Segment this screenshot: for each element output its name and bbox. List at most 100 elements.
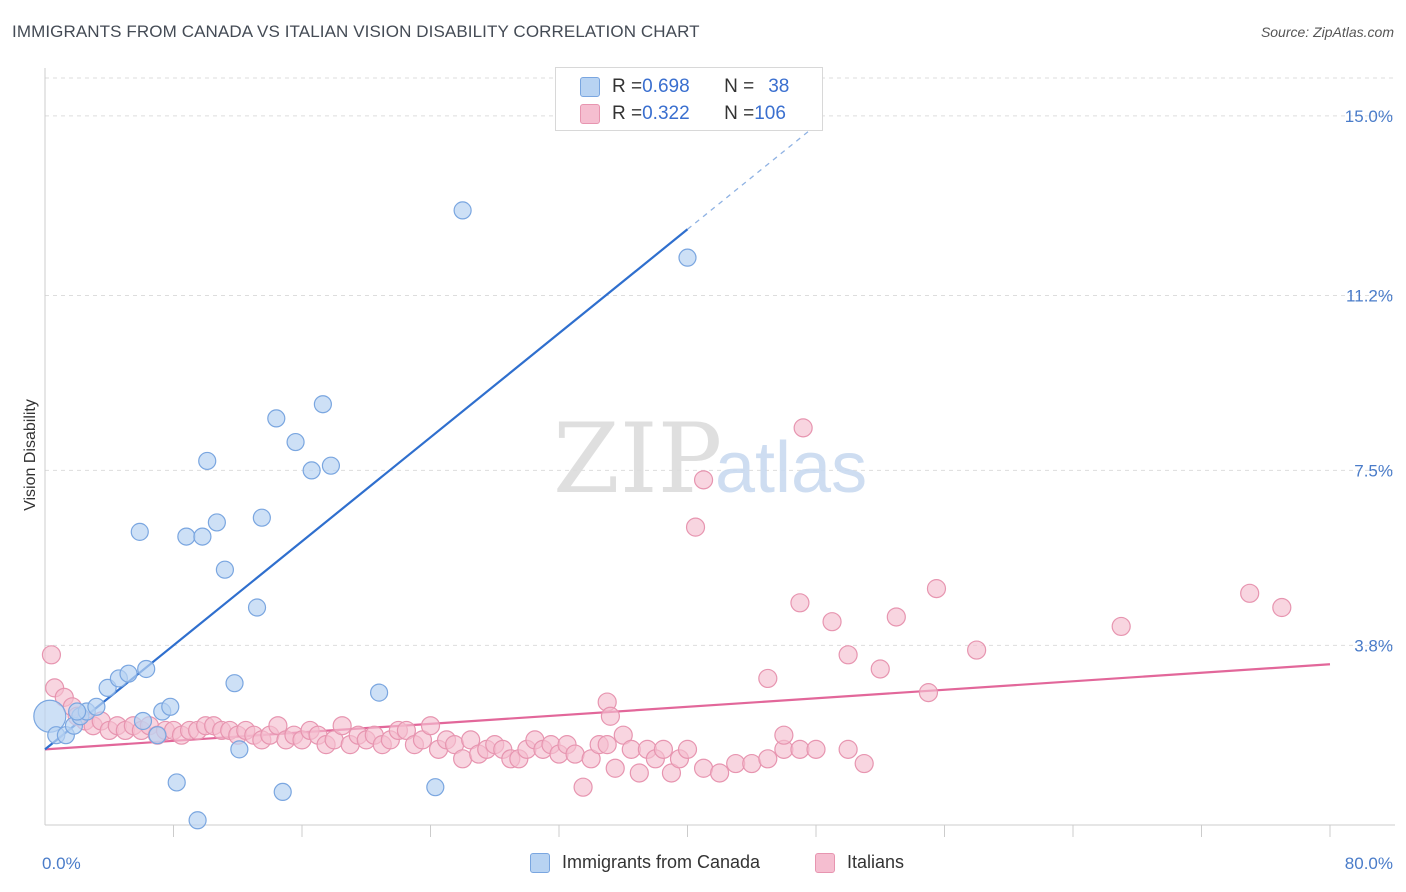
legend-r-value: 0.322 xyxy=(642,103,690,124)
canada-point xyxy=(87,697,106,716)
italians-point xyxy=(693,758,714,778)
italians-point xyxy=(774,725,794,745)
italians-point xyxy=(597,735,617,755)
canada-point xyxy=(188,811,207,830)
canada-point xyxy=(193,527,212,546)
canada-point xyxy=(130,522,149,541)
legend-r-label: R = xyxy=(612,76,643,97)
canada-point xyxy=(161,697,180,716)
canada-legend-swatch xyxy=(530,852,550,873)
italians-swatch xyxy=(580,104,600,124)
italians-point xyxy=(838,739,858,759)
legend-item-label: Italians xyxy=(847,852,905,872)
canada-point xyxy=(252,508,271,527)
canada-point xyxy=(119,664,138,683)
italians-point xyxy=(790,593,810,613)
canada-point xyxy=(207,513,226,532)
legend-item-canada[interactable]: Immigrants from Canada xyxy=(530,852,760,873)
canada-trend-extension xyxy=(687,124,817,230)
legend-r-value: 0.698 xyxy=(642,76,690,97)
canada-point xyxy=(167,773,186,792)
axis-ticks: 3.8% 7.5% 11.2% 15.0% 0.0% 80.0% xyxy=(42,107,1393,873)
canada-point xyxy=(313,395,332,414)
y-tick-label: 15.0% xyxy=(1345,107,1393,126)
canada-point xyxy=(678,248,697,267)
watermark: ZIP atlas xyxy=(553,403,867,515)
canada-point xyxy=(198,451,217,471)
canada-point xyxy=(273,782,292,802)
italians-point xyxy=(420,716,441,736)
italians-point xyxy=(573,777,593,797)
series-legend: Immigrants from Canada Italians xyxy=(0,852,1406,878)
y-tick-label: 7.5% xyxy=(1354,461,1393,480)
italians-point xyxy=(600,706,621,726)
italians-point xyxy=(838,645,858,665)
italians-point xyxy=(453,749,473,769)
canada-points xyxy=(33,201,697,830)
canada-point xyxy=(215,560,234,579)
italians-point xyxy=(685,517,706,537)
italians-point xyxy=(1240,583,1260,603)
italians-point xyxy=(822,612,842,632)
italians-point xyxy=(793,418,813,438)
gridlines xyxy=(45,77,1395,646)
legend-item-label: Immigrants from Canada xyxy=(562,852,761,872)
y-tick-label: 11.2% xyxy=(1346,286,1393,305)
canada-point xyxy=(225,674,244,693)
legend-n-label: N = xyxy=(724,103,755,124)
canada-point xyxy=(321,456,341,475)
canada-point xyxy=(370,683,389,702)
italians-point xyxy=(726,753,746,774)
italians-point xyxy=(621,739,641,759)
canada-point xyxy=(137,659,156,679)
italians-point xyxy=(758,749,778,769)
axes xyxy=(44,68,1395,826)
canada-point xyxy=(177,527,196,546)
italians-point xyxy=(806,739,826,759)
italians-point xyxy=(605,758,625,778)
canada-point xyxy=(148,726,167,745)
italians-point xyxy=(918,683,939,703)
italians-point xyxy=(332,716,352,736)
italians-point xyxy=(1111,616,1131,637)
canada-point xyxy=(302,461,321,480)
italians-point xyxy=(926,579,947,599)
canada-point xyxy=(267,409,286,428)
italians-point xyxy=(629,763,649,783)
y-axis-label: Vision Disability xyxy=(22,399,39,511)
correlation-legend: R = 0.698 N = 38 R = 0.322 N = 106 xyxy=(555,67,823,131)
italians-legend-swatch xyxy=(815,852,835,873)
y-tick-label: 3.8% xyxy=(1354,636,1393,655)
legend-n-value: 106 xyxy=(754,103,786,124)
legend-item-italians[interactable]: Italians xyxy=(815,852,904,873)
italians-point xyxy=(565,744,585,764)
italians-point xyxy=(677,739,698,759)
canada-point xyxy=(286,432,305,452)
canada-point xyxy=(230,740,249,759)
chart-title: IMMIGRANTS FROM CANADA VS ITALIAN VISION… xyxy=(12,22,700,41)
italians-point xyxy=(790,739,810,759)
italians-point xyxy=(1272,597,1292,618)
italians-point xyxy=(854,753,874,774)
italians-point xyxy=(758,668,778,689)
canada-point xyxy=(68,702,87,721)
italians-point xyxy=(41,645,62,665)
italians-point xyxy=(870,659,890,679)
canada-point xyxy=(453,201,472,220)
italians-point xyxy=(653,739,674,759)
canada-point xyxy=(426,778,445,797)
source-label: Source: ZipAtlas.com xyxy=(1260,24,1394,40)
x-tick-label: 0.0% xyxy=(42,854,81,873)
legend-row-canada: R = 0.698 N = 38 xyxy=(580,75,789,99)
canada-point xyxy=(133,711,153,731)
watermark-atlas: atlas xyxy=(715,428,867,508)
canada-swatch xyxy=(580,77,600,97)
watermark-zip: ZIP xyxy=(553,403,722,515)
legend-row-italians: R = 0.322 N = 106 xyxy=(580,102,786,126)
legend-r-label: R = xyxy=(612,103,643,124)
italians-point xyxy=(742,753,762,774)
canada-point xyxy=(247,598,267,617)
legend-n-label: N = xyxy=(724,76,755,97)
italians-point xyxy=(710,763,730,783)
